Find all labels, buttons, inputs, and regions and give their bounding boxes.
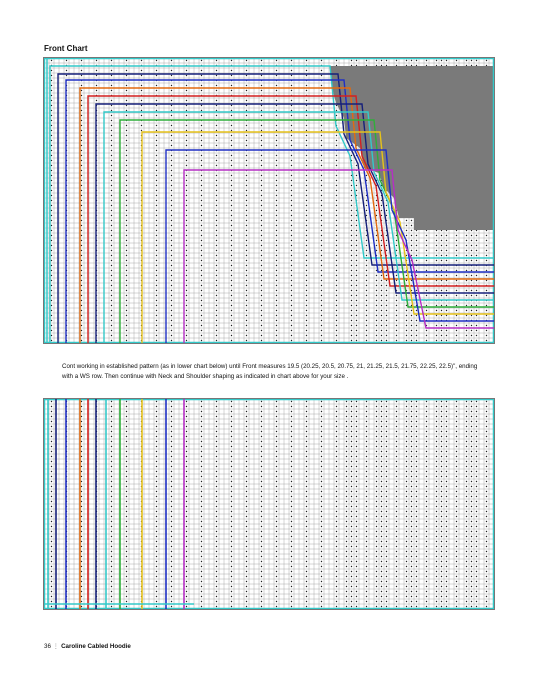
book-title: Caroline Cabled Hoodie (61, 643, 131, 650)
purl-dots (50, 400, 488, 608)
size-outline (119, 119, 494, 343)
size-outline (65, 79, 494, 343)
size-outline (95, 103, 494, 343)
size-outline (141, 131, 494, 343)
grid-lines (44, 399, 494, 609)
chart-border (44, 58, 494, 343)
chart-border (44, 399, 494, 609)
page-footer: 36 ⋮ Caroline Cabled Hoodie (44, 643, 131, 650)
neck-shaded-area (330, 66, 494, 230)
size-outline (57, 73, 494, 343)
size-outline (165, 149, 494, 343)
front-chart-grid (44, 58, 494, 343)
lower-chart-grid (44, 399, 494, 609)
chart-title: Front Chart (44, 44, 88, 53)
instruction-text: Cont working in established pattern (as … (62, 363, 478, 380)
size-outline (103, 111, 494, 343)
footer-separator: ⋮ (52, 643, 60, 650)
size-outline (49, 65, 494, 343)
size-outline (79, 87, 494, 343)
size-outline (183, 169, 494, 343)
lower-chart (43, 398, 495, 610)
front-chart (43, 57, 495, 344)
page-number: 36 (44, 643, 51, 650)
size-outline (87, 95, 494, 343)
